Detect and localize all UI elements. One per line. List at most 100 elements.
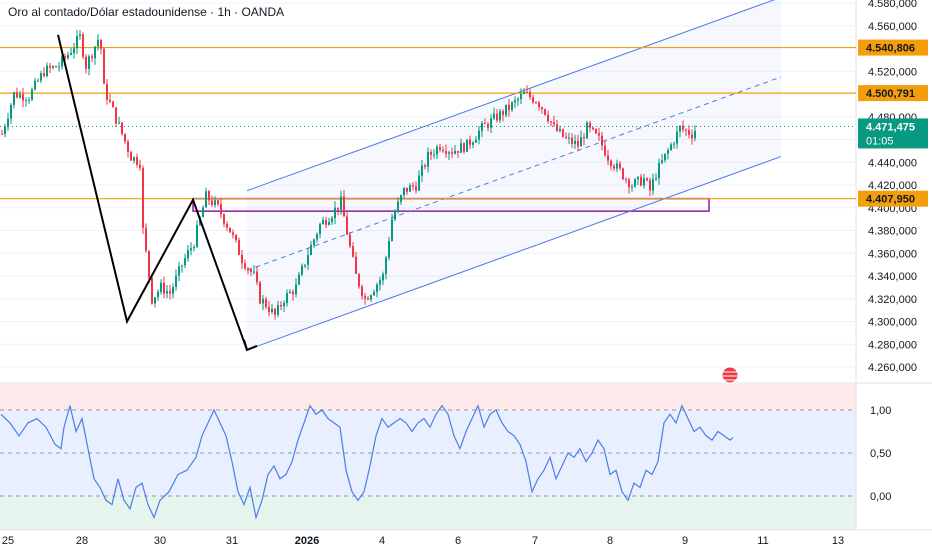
last-price-tag-bg — [858, 118, 928, 149]
candle-up — [460, 143, 462, 153]
candle-down — [442, 149, 444, 152]
candle-down — [355, 256, 357, 274]
candle-up — [190, 248, 192, 251]
candle-down — [112, 101, 114, 108]
candle-up — [517, 98, 519, 101]
candle-down — [613, 166, 615, 169]
candle-up — [421, 165, 423, 176]
candle-down — [250, 269, 252, 272]
candle-down — [352, 246, 354, 257]
candle-down — [541, 107, 543, 110]
calendar-flag-icon[interactable] — [721, 366, 739, 384]
time-tick-label: 2026 — [295, 535, 319, 547]
price-tick-label: 4.520,000 — [868, 66, 917, 78]
candle-up — [322, 220, 324, 225]
candle-up — [433, 154, 435, 156]
osc-tick-label: 0,00 — [870, 491, 891, 503]
candle-up — [178, 266, 180, 276]
channel-lower-line — [246, 156, 782, 351]
candle-up — [475, 139, 477, 143]
candle-down — [136, 157, 138, 165]
candle-down — [532, 97, 534, 103]
candle-up — [271, 308, 273, 313]
candle-up — [31, 89, 33, 100]
candle-down — [625, 179, 627, 181]
time-axis[interactable]: 25 28 30 31 2026 4 6 7 8 9 11 13 — [2, 535, 844, 547]
candle-down — [556, 124, 558, 131]
candle-down — [256, 271, 258, 283]
candle-down — [163, 282, 165, 294]
candle-up — [652, 179, 654, 191]
candle-up — [313, 239, 315, 245]
candle-up — [133, 157, 135, 161]
candle-down — [217, 200, 219, 204]
candle-down — [604, 145, 606, 156]
candle-up — [616, 163, 618, 169]
price-tick-label: 4.300,000 — [868, 317, 917, 329]
price-axis[interactable]: 4.580,0004.560,0004.520,0004.480,0004.46… — [868, 0, 917, 374]
price-tick-label: 4.560,000 — [868, 21, 917, 33]
trend-channel — [246, 0, 782, 351]
candle-up — [397, 201, 399, 213]
candle-down — [241, 254, 243, 264]
candle-up — [301, 265, 303, 275]
candle-down — [583, 137, 585, 139]
candle-down — [124, 133, 126, 142]
candle-down — [571, 137, 573, 144]
candle-up — [289, 291, 291, 294]
candle-down — [235, 234, 237, 241]
candle-up — [307, 254, 309, 265]
candle-down — [487, 123, 489, 128]
candle-down — [508, 104, 510, 110]
candle-up — [466, 139, 468, 152]
candle-down — [364, 296, 366, 299]
candle-down — [529, 92, 531, 98]
candle-up — [661, 160, 663, 164]
price-tick-label: 4.280,000 — [868, 339, 917, 351]
candle-up — [97, 39, 99, 47]
osc-tick-label: 0,50 — [870, 448, 891, 460]
candle-up — [166, 291, 168, 294]
candle-down — [535, 102, 537, 104]
candle-down — [223, 214, 225, 224]
candle-down — [16, 92, 18, 98]
candle-up — [658, 163, 660, 179]
candle-up — [454, 150, 456, 154]
chart-title: Oro al contado/Dólar estadounidense · 1h… — [8, 5, 285, 19]
candle-up — [679, 125, 681, 132]
candle-up — [523, 91, 525, 94]
candle-down — [424, 165, 426, 167]
candle-down — [265, 299, 267, 307]
candle-down — [292, 291, 294, 295]
candle-down — [565, 136, 567, 138]
last-price-countdown: 01:05 — [866, 135, 894, 147]
candle-down — [268, 306, 270, 313]
candle-down — [346, 216, 348, 235]
candle-down — [139, 164, 141, 168]
candle-up — [205, 191, 207, 208]
candle-down — [646, 178, 648, 181]
level-tag-bg — [858, 190, 928, 207]
candle-up — [373, 291, 375, 296]
candle-up — [184, 258, 186, 266]
candle-down — [562, 129, 564, 137]
candle-down — [280, 304, 282, 307]
candle-up — [520, 93, 522, 99]
candle-up — [316, 234, 318, 240]
osc-tick-label: 1,00 — [870, 405, 891, 417]
time-tick-label: 13 — [832, 535, 844, 547]
channel-fill — [247, 0, 781, 350]
candle-up — [409, 185, 411, 192]
candle-down — [601, 135, 603, 146]
candle-up — [181, 265, 183, 267]
candle-up — [382, 274, 384, 281]
candle-up — [19, 94, 21, 98]
candle-up — [379, 280, 381, 285]
candle-up — [664, 153, 666, 161]
candle-up — [667, 149, 669, 154]
candle-down — [451, 152, 453, 154]
last-price-tag-label: 4.471,475 — [866, 121, 915, 133]
candle-down — [469, 139, 471, 145]
candle-down — [103, 48, 105, 84]
